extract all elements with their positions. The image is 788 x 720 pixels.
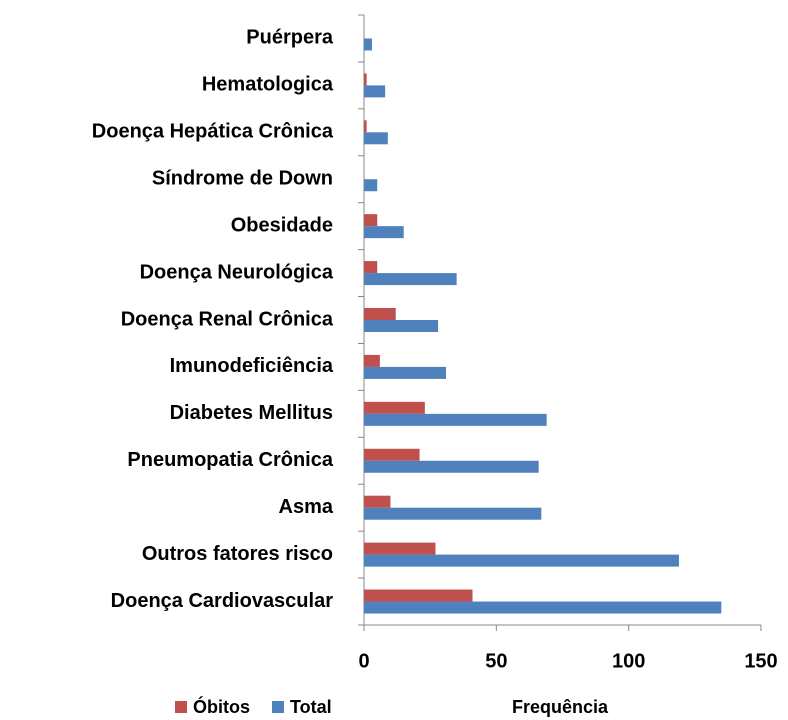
bar [364, 413, 547, 426]
bar [364, 320, 439, 332]
x-axis-label: Frequência [512, 697, 609, 717]
bar [364, 308, 396, 320]
bar [364, 354, 380, 367]
bar [364, 73, 367, 86]
bar [364, 460, 539, 473]
x-tick-label: 50 [485, 650, 507, 672]
category-label: Diabetes Mellitus [170, 402, 333, 424]
category-label: Doença Cardiovascular [111, 590, 334, 612]
bar [364, 366, 447, 379]
category-label: Puérpera [246, 27, 334, 49]
bar [364, 85, 386, 98]
x-tick-label: 150 [744, 650, 777, 672]
category-label: Doença Hepática Crônica [92, 121, 334, 143]
bar [364, 554, 679, 567]
bar [364, 261, 378, 274]
category-label: Doença Renal Crônica [121, 308, 334, 330]
bar [364, 401, 425, 414]
category-label: Hematologica [202, 74, 334, 96]
bar [364, 132, 388, 145]
legend-label: Óbitos [193, 696, 250, 717]
bar [364, 589, 473, 602]
bar [364, 542, 436, 555]
x-tick-label: 100 [612, 650, 645, 672]
x-tick-label: 0 [358, 650, 369, 672]
category-label: Pneumopatia Crônica [127, 449, 333, 471]
category-label: Imunodeficiência [170, 355, 334, 377]
category-label: Doença Neurológica [140, 261, 334, 283]
bar [364, 38, 372, 51]
category-label: Síndrome de Down [152, 168, 333, 190]
category-label: Asma [279, 496, 334, 518]
bar [364, 273, 457, 286]
bar [364, 495, 391, 508]
legend-label: Total [290, 697, 332, 717]
category-label: Outros fatores risco [142, 543, 333, 565]
category-label: Obesidade [231, 214, 333, 236]
bar [364, 214, 378, 227]
bar [364, 448, 420, 461]
legend-swatch [272, 701, 284, 713]
bar [364, 601, 722, 614]
legend-swatch [175, 701, 187, 713]
bar [364, 120, 367, 133]
bar [364, 507, 542, 520]
bar [364, 179, 378, 192]
bar [364, 226, 404, 239]
